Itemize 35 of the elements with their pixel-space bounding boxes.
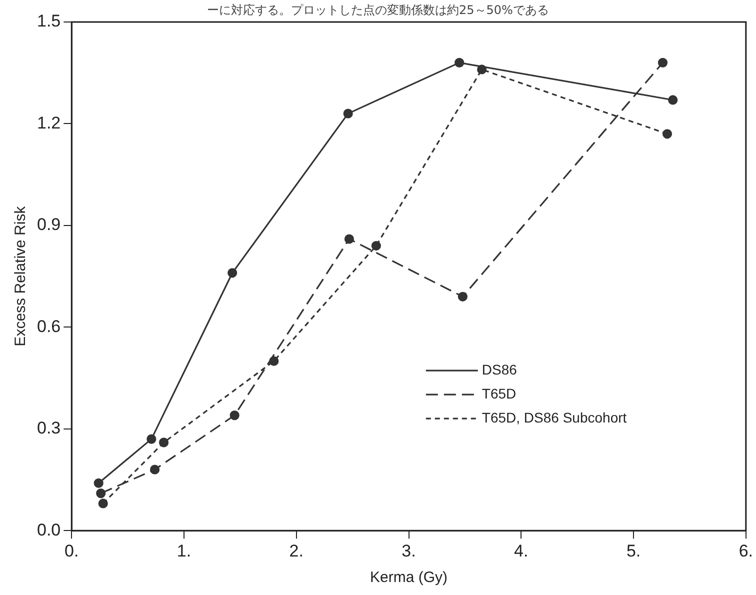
point xyxy=(458,292,468,302)
y-tick-label: 1.5 xyxy=(36,12,61,31)
x-tick-label: 0. xyxy=(64,541,79,560)
point xyxy=(230,410,240,420)
point xyxy=(96,488,106,498)
point xyxy=(158,438,169,448)
point xyxy=(344,234,354,244)
x-tick-label: 6. xyxy=(738,541,754,560)
y-tick-label: 0.6 xyxy=(36,316,61,336)
y-tick-label: 0.3 xyxy=(36,418,61,438)
point xyxy=(228,268,238,278)
point xyxy=(658,58,668,68)
x-tick-label: 2. xyxy=(289,541,304,560)
point xyxy=(662,129,672,139)
y-tick-label: 0.0 xyxy=(36,520,61,540)
legend-label: DS86 xyxy=(482,361,518,378)
point xyxy=(371,240,381,251)
y-axis-title: Excess Relative Risk xyxy=(12,206,30,346)
x-tick-label: 5. xyxy=(626,541,641,560)
x-axis-title: Kerma (Gy) xyxy=(370,569,448,586)
point xyxy=(94,478,104,488)
x-tick-label: 4. xyxy=(514,541,528,560)
point xyxy=(343,108,353,118)
point xyxy=(98,498,108,508)
x-tick-label: 1. xyxy=(176,541,192,560)
point xyxy=(668,95,678,105)
point xyxy=(150,464,160,474)
legend-label: T65D xyxy=(482,385,516,402)
point xyxy=(146,434,156,444)
text: ーに対応する。プロットした点の変動係数は約25～50%である xyxy=(207,3,549,17)
y-tick-label: 0.9 xyxy=(36,215,61,234)
y-tick-label: 1.2 xyxy=(36,113,61,132)
legend-label: T65D, DS86 Subcohort xyxy=(482,409,627,426)
point xyxy=(454,58,464,68)
x-tick-label: 3. xyxy=(402,541,416,560)
